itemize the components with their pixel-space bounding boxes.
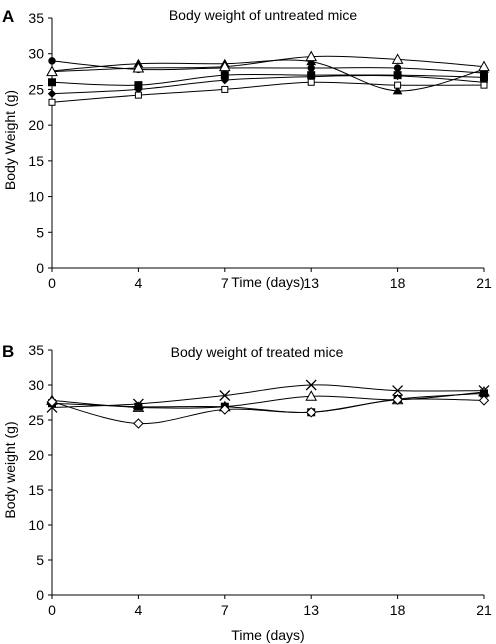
data-point-marker bbox=[132, 61, 145, 73]
data-point-marker bbox=[305, 407, 317, 418]
data-point-marker bbox=[307, 64, 315, 72]
data-point-marker bbox=[480, 81, 488, 89]
x-tick-label: 21 bbox=[476, 275, 492, 291]
series-line bbox=[51, 60, 485, 74]
data-point-marker bbox=[392, 85, 403, 95]
y-tick-label: 30 bbox=[28, 46, 44, 62]
series-line bbox=[51, 59, 485, 92]
panel-label-b: B bbox=[2, 342, 14, 361]
data-point-marker bbox=[305, 379, 317, 391]
data-point-marker bbox=[220, 75, 230, 85]
data-point-marker bbox=[393, 64, 402, 72]
x-tick-label: 4 bbox=[135, 602, 143, 618]
x-tick-label: 21 bbox=[476, 602, 492, 618]
y-tick-label: 15 bbox=[28, 482, 44, 498]
data-point-marker bbox=[219, 404, 231, 415]
data-point-marker bbox=[391, 53, 404, 64]
x-tick-label: 7 bbox=[221, 602, 229, 618]
data-point-marker bbox=[478, 395, 490, 406]
series-line bbox=[51, 73, 485, 86]
series-line bbox=[51, 392, 485, 413]
y-axis-label-untreated: Body Weight (g) bbox=[2, 90, 18, 190]
chart-title-untreated: Body weight of untreated mice bbox=[169, 7, 358, 23]
data-point-marker bbox=[218, 60, 231, 72]
x-tick-label: 18 bbox=[390, 602, 406, 618]
data-point-marker bbox=[134, 402, 143, 411]
data-point-marker bbox=[393, 71, 402, 81]
data-point-marker bbox=[219, 390, 231, 401]
y-axis-label-treated: Body weight (g) bbox=[2, 421, 18, 518]
y-tick-label: 0 bbox=[36, 260, 44, 276]
series-line bbox=[51, 74, 485, 95]
data-point-marker bbox=[48, 57, 56, 65]
series-line bbox=[51, 81, 485, 103]
y-tick-label: 5 bbox=[36, 552, 44, 568]
x-tick-label: 7 bbox=[221, 275, 229, 291]
data-point-marker bbox=[394, 81, 402, 89]
series-line bbox=[51, 384, 485, 408]
y-tick-label: 25 bbox=[28, 412, 44, 428]
x-tick-label: 4 bbox=[135, 275, 143, 291]
data-point-marker bbox=[46, 65, 58, 77]
y-tick-label: 35 bbox=[28, 10, 44, 26]
y-tick-label: 20 bbox=[28, 117, 44, 133]
y-tick-label: 5 bbox=[36, 224, 44, 240]
data-point-marker bbox=[392, 394, 403, 405]
y-tick-label: 0 bbox=[36, 587, 44, 603]
y-tick-label: 25 bbox=[28, 81, 44, 97]
data-point-marker bbox=[221, 85, 229, 93]
data-point-marker bbox=[307, 78, 315, 86]
panel-a-untreated: A Body weight of untreated mice Time (da… bbox=[2, 7, 492, 291]
data-point-marker bbox=[134, 91, 142, 99]
x-axis-label-treated: Time (days) bbox=[231, 627, 304, 643]
x-tick-label: 13 bbox=[303, 275, 319, 291]
y-tick-label: 15 bbox=[28, 153, 44, 169]
x-tick-label: 18 bbox=[390, 275, 406, 291]
y-tick-label: 10 bbox=[28, 517, 44, 533]
data-point-marker bbox=[46, 396, 58, 408]
x-axis-label-untreated: Time (days) bbox=[231, 274, 304, 290]
chart-title-treated: Body weight of treated mice bbox=[171, 344, 344, 360]
x-tick-label: 13 bbox=[303, 602, 319, 618]
y-tick-label: 10 bbox=[28, 189, 44, 205]
x-tick-label: 0 bbox=[48, 275, 56, 291]
data-point-marker bbox=[48, 98, 56, 106]
panel-label-a: A bbox=[2, 7, 14, 26]
y-tick-label: 20 bbox=[28, 447, 44, 463]
series-line bbox=[51, 55, 485, 73]
data-point-marker bbox=[305, 390, 318, 401]
data-point-marker bbox=[47, 89, 57, 98]
x-tick-label: 0 bbox=[48, 602, 56, 618]
y-tick-label: 35 bbox=[28, 342, 44, 358]
data-point-marker bbox=[48, 78, 56, 87]
y-tick-label: 30 bbox=[28, 377, 44, 393]
data-point-marker bbox=[478, 60, 490, 72]
series-line bbox=[51, 398, 485, 425]
data-point-marker bbox=[305, 50, 318, 62]
data-point-marker bbox=[133, 418, 144, 429]
panel-b-treated: B Body weight of treated mice Time (days… bbox=[2, 342, 492, 643]
data-point-marker bbox=[392, 385, 404, 397]
